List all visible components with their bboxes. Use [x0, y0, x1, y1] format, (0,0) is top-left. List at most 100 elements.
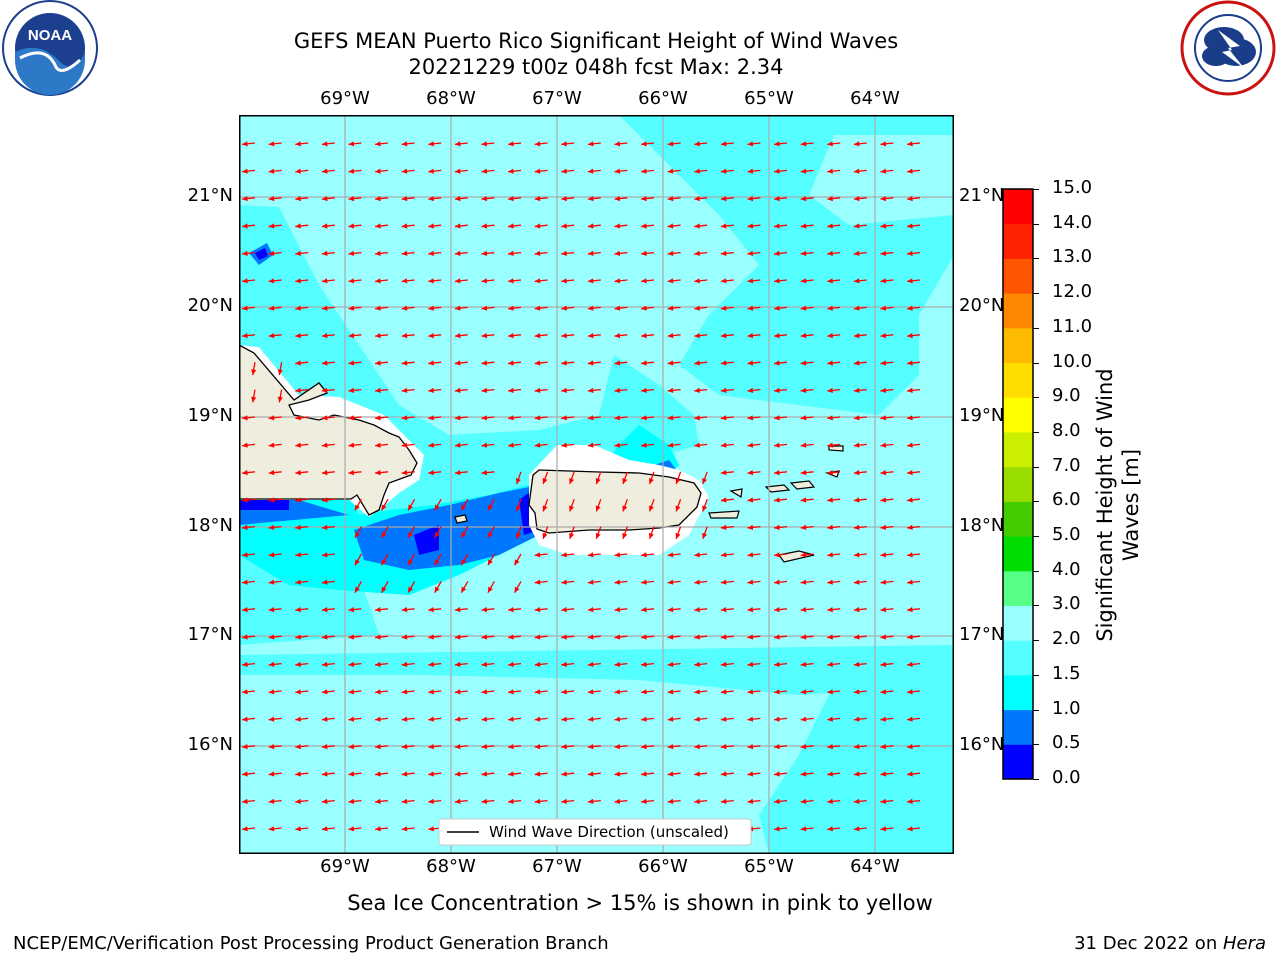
wave-direction-arrow [880, 798, 894, 804]
wave-direction-arrow [375, 278, 389, 284]
wave-direction-arrow [354, 526, 362, 539]
wave-direction-arrow [508, 141, 522, 147]
wave-direction-arrow [800, 771, 814, 777]
wave-direction-arrow [454, 689, 468, 695]
wave-direction-arrow [641, 606, 655, 613]
wave-direction-arrow [800, 634, 814, 640]
wave-direction-arrow [587, 305, 601, 311]
wave-direction-arrow [587, 168, 601, 174]
wave-direction-arrow [348, 168, 362, 174]
wave-direction-arrow [513, 581, 522, 593]
wave-direction-arrow [321, 415, 335, 421]
wave-direction-arrow [401, 168, 415, 174]
wave-direction-arrow [561, 579, 575, 585]
wave-direction-arrow [720, 661, 734, 667]
wave-direction-arrow [428, 360, 442, 366]
wave-direction-arrow [561, 305, 575, 311]
wave-direction-arrow [774, 497, 788, 503]
wave-direction-arrow [295, 524, 309, 530]
wave-direction-arrow [375, 141, 389, 147]
wave-direction-arrow [481, 360, 495, 366]
wave-direction-arrow [375, 195, 389, 202]
wave-direction-arrow [569, 471, 575, 485]
wave-direction-arrow [880, 606, 894, 613]
colorbar-tick-mark [1033, 779, 1039, 780]
wave-direction-arrow [354, 498, 362, 511]
wave-direction-arrow [295, 250, 309, 256]
wave-direction-arrow [348, 716, 362, 722]
wave-direction-arrow [880, 716, 894, 722]
wave-direction-arrow [481, 798, 495, 804]
wave-direction-arrow [694, 798, 708, 804]
wave-direction-arrow [827, 661, 841, 667]
wave-direction-arrow [401, 798, 415, 804]
wave-direction-arrow [853, 442, 867, 448]
wave-direction-arrow [720, 743, 734, 750]
wave-direction-arrow [454, 168, 468, 174]
wave-direction-arrow [614, 168, 628, 174]
wave-direction-arrow [827, 250, 841, 256]
wave-direction-arrow [667, 250, 681, 256]
wave-direction-arrow [747, 689, 761, 695]
wave-direction-arrow [242, 332, 256, 339]
wave-direction-arrow [907, 387, 921, 393]
wave-direction-arrow [295, 689, 309, 695]
wave-direction-arrow [268, 826, 282, 832]
wave-direction-arrow [481, 250, 495, 256]
wave-direction-arrow [321, 360, 335, 366]
wave-direction-arrow [800, 332, 814, 339]
wave-direction-arrow [694, 141, 708, 147]
wave-direction-arrow [880, 360, 894, 366]
wave-direction-arrow [694, 552, 708, 558]
wave-direction-arrow [694, 223, 708, 229]
wave-direction-arrow [614, 798, 628, 804]
wave-direction-arrow [428, 387, 442, 393]
colorbar-tick-label: 0.0 [1052, 767, 1081, 788]
wave-direction-arrow [354, 553, 362, 566]
wave-direction-arrow [375, 360, 389, 366]
wave-direction-arrow [774, 524, 788, 530]
wave-direction-arrow [827, 689, 841, 695]
colorbar-swatch [1003, 605, 1033, 641]
wave-direction-arrow [481, 195, 495, 202]
wave-direction-arrow [614, 387, 628, 393]
wave-direction-arrow [614, 141, 628, 147]
wave-direction-arrow [827, 524, 841, 530]
wave-direction-arrow [454, 716, 468, 722]
wave-direction-arrow [827, 469, 841, 476]
wave-direction-arrow [428, 606, 442, 613]
wave-direction-arrow [800, 579, 814, 585]
wave-direction-arrow [800, 305, 814, 311]
wave-direction-arrow [720, 716, 734, 722]
wave-direction-arrow [641, 743, 655, 750]
wave-direction-arrow [641, 195, 655, 202]
wave-direction-arrow [667, 771, 681, 777]
wave-direction-arrow [720, 469, 734, 476]
wave-direction-arrow [321, 771, 335, 777]
wave-direction-arrow [694, 442, 708, 448]
colorbar-tick-label: 3.0 [1052, 593, 1081, 615]
wave-direction-arrow [694, 360, 708, 366]
wave-direction-arrow [487, 526, 495, 539]
wave-direction-arrow [907, 798, 921, 804]
lon-label: 65°W [744, 88, 794, 109]
colorbar-swatch [1003, 431, 1033, 468]
colorbar-tick-mark [1033, 293, 1039, 295]
wave-direction-arrow [774, 305, 788, 311]
wave-direction-arrow [747, 552, 761, 558]
wave-direction-arrow [827, 771, 841, 777]
wave-direction-arrow [880, 223, 894, 229]
wave-direction-arrow [614, 195, 628, 202]
wave-direction-arrow [587, 552, 601, 558]
colorbar-tick-mark [1033, 501, 1039, 503]
wave-direction-arrow [534, 552, 548, 558]
wave-direction-arrow [295, 552, 309, 558]
lon-label: 69°W [320, 88, 370, 109]
wave-direction-arrow [587, 634, 601, 640]
wave-direction-arrow [694, 661, 708, 667]
wave-direction-arrow [587, 360, 601, 366]
wave-direction-arrow [534, 415, 548, 421]
colorbar-tick-mark [1033, 327, 1039, 329]
wave-direction-arrow [747, 442, 761, 448]
wave-direction-arrow [720, 250, 734, 256]
